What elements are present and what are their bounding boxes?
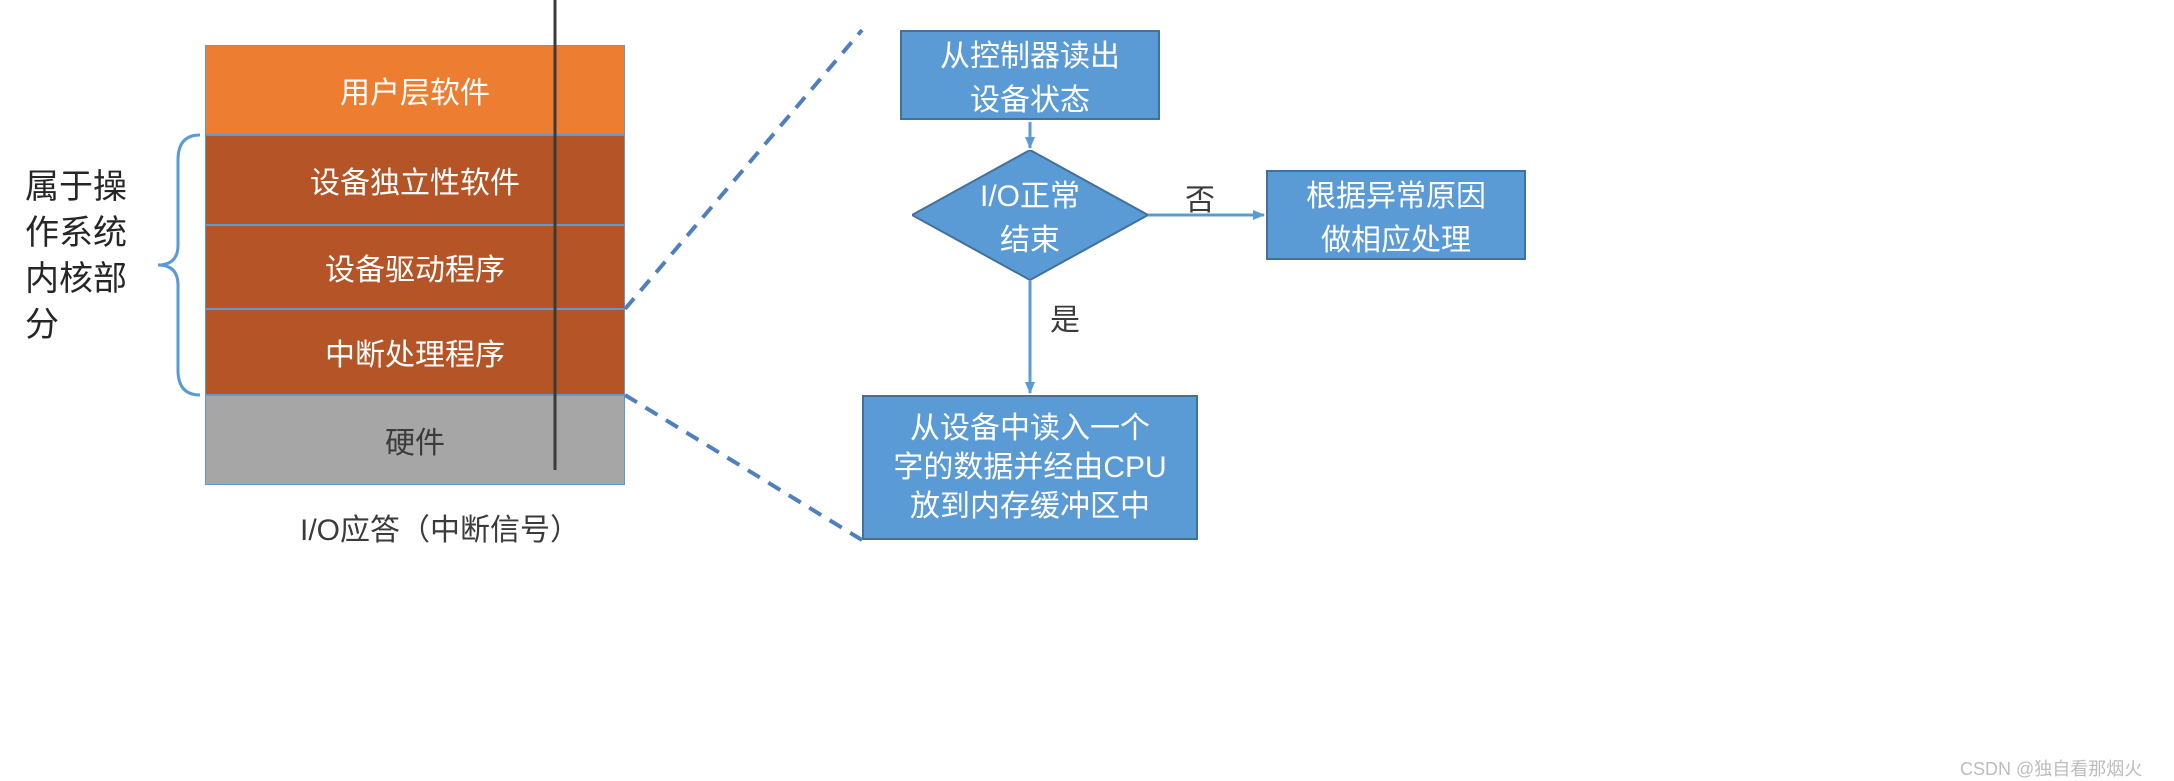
flow-line: 做相应处理 — [1321, 215, 1471, 259]
flow-handle-exception: 根据异常原因 做相应处理 — [1266, 170, 1526, 260]
side-label-line: 作系统 — [25, 211, 127, 257]
flow-read-word-to-buffer: 从设备中读入一个 字的数据并经由CPU 放到内存缓冲区中 — [862, 395, 1198, 540]
watermark-text: CSDN @独自看那烟火 — [1960, 759, 2142, 779]
flow-line: 设备状态 — [970, 75, 1090, 119]
yes-text: 是 — [1050, 304, 1080, 337]
watermark: CSDN @独自看那烟火 — [1960, 755, 2142, 781]
flow-line: 根据异常原因 — [1306, 171, 1486, 215]
edge-label-no: 否 — [1185, 175, 1215, 219]
layer-hardware: 硬件 — [205, 395, 625, 485]
flow-read-status: 从控制器读出 设备状态 — [900, 30, 1160, 120]
flow-line: 放到内存缓冲区中 — [910, 487, 1150, 526]
layer-label: 设备独立性软件 — [310, 158, 520, 202]
io-response-caption: I/O应答（中断信号） — [300, 505, 580, 549]
dashed-top — [625, 30, 862, 309]
flow-decision-io-end — [912, 150, 1148, 280]
side-label-line: 分 — [25, 303, 59, 349]
layer-interrupt-handler: 中断处理程序 — [205, 309, 625, 395]
layer-label: 用户层软件 — [340, 68, 490, 112]
flow-line: 字的数据并经由CPU — [893, 448, 1166, 487]
layer-label: 硬件 — [385, 418, 445, 462]
dashed-bottom — [625, 395, 862, 540]
layer-device-driver: 设备驱动程序 — [205, 225, 625, 309]
layer-user-software: 用户层软件 — [205, 45, 625, 135]
layer-label: 中断处理程序 — [325, 330, 505, 374]
side-label-line: 内核部 — [25, 257, 127, 303]
caption-text: I/O应答（中断信号） — [300, 514, 580, 547]
layer-device-independent: 设备独立性软件 — [205, 135, 625, 225]
side-label-line: 属于操 — [25, 165, 127, 211]
flow-line: 从设备中读入一个 — [910, 409, 1150, 448]
flow-line: 从控制器读出 — [940, 31, 1120, 75]
no-text: 否 — [1185, 184, 1215, 217]
edge-label-yes: 是 — [1050, 295, 1080, 339]
kernel-side-label: 属于操 作系统 内核部 分 — [25, 165, 165, 349]
layer-label: 设备驱动程序 — [325, 245, 505, 289]
